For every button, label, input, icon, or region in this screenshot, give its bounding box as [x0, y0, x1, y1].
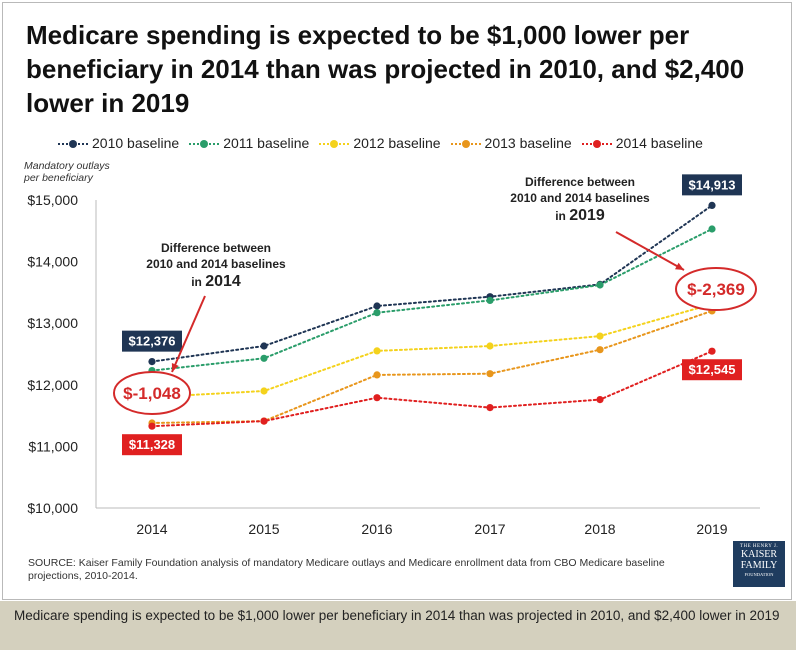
data-point-2013-baseline: [373, 371, 381, 379]
chart-title: Medicare spending is expected to be $1,0…: [26, 20, 745, 118]
annotation-arrowhead: [675, 262, 684, 270]
x-tick-label: 2016: [361, 521, 392, 537]
data-label-box: [122, 330, 182, 352]
data-point-2010-baseline: [373, 302, 381, 310]
legend-item-2011-baseline: 2011 baseline: [189, 135, 309, 151]
data-point-2012-baseline: [260, 387, 268, 395]
annotation-text: Difference between: [161, 241, 271, 255]
data-label: $11,328: [122, 434, 182, 456]
data-point-2011-baseline: [708, 225, 716, 233]
logo-line-1: THE HENRY J.: [739, 544, 779, 549]
annotation-year-line: in 2019: [555, 207, 605, 224]
data-label-text: $12,376: [129, 334, 176, 349]
data-point-2010-baseline: [148, 358, 156, 366]
data-point-2011-baseline: [486, 296, 494, 304]
legend-label: 2011 baseline: [223, 135, 310, 151]
x-tick-label: 2017: [474, 521, 505, 537]
line-chart: $10,000 $11,000 $12,000 $13,000 $14,000 $15,0…: [27, 174, 760, 537]
legend-marker: [58, 139, 88, 149]
annotation-arrowhead: [171, 363, 179, 372]
legend-marker: [450, 139, 481, 149]
annotation-arrow: [171, 295, 206, 373]
data-label: $12,376: [122, 330, 182, 352]
annotation-arrow: [615, 231, 685, 271]
y-axis-title: Mandatory outlays per beneficiary: [24, 160, 110, 184]
legend-marker: [581, 139, 612, 149]
logo-line-4: FOUNDATION: [744, 572, 774, 577]
annotation-value: $-2,369: [687, 280, 745, 299]
chart-frame: [2, 2, 792, 600]
annotation-text: 2010 and 2014 baselines: [146, 257, 286, 271]
data-point-2014-baseline: [596, 396, 604, 404]
series-line-2010-baseline: [151, 204, 713, 363]
data-point-2012-baseline: [373, 347, 381, 355]
data-label-box: [682, 359, 742, 381]
y-tick-label: $13,000: [27, 315, 78, 331]
x-tick-label: 2014: [136, 521, 167, 537]
y-tick-label: $15,000: [27, 192, 78, 208]
data-point-2012-baseline: [596, 332, 604, 340]
source-note: SOURCE: Kaiser Family Foundation analysi…: [28, 557, 665, 582]
annotation-text: 2010 and 2014 baselines: [510, 191, 650, 205]
data-point-2013-baseline: [486, 370, 494, 378]
data-point-2014-baseline: [373, 394, 381, 402]
data-label: $14,913: [682, 174, 742, 196]
data-point-2014-baseline: [708, 347, 716, 355]
data-point-2011-baseline: [596, 281, 604, 289]
legend-label: 2013 baseline: [484, 135, 572, 151]
x-tick-label: 2018: [584, 521, 615, 537]
kff-logo: THE HENRY J. KAISER FAMILY FOUNDATION: [733, 541, 785, 587]
legend-label: 2014 baseline: [615, 135, 703, 151]
annotation-value: $-1,048: [123, 384, 181, 403]
data-label-text: $11,328: [129, 437, 175, 452]
legend-item-2012-baseline: 2012 baseline: [319, 135, 441, 151]
data-point-2010-baseline: [260, 342, 268, 350]
data-label-box: [122, 434, 182, 456]
series-line-2012-baseline: [151, 303, 713, 399]
data-point-2012-baseline: [486, 342, 494, 350]
y-tick-label: $11,000: [28, 438, 78, 454]
legend-item-2013-baseline: 2013 baseline: [450, 135, 572, 151]
data-label-text: $14,913: [689, 177, 736, 192]
annotation-ellipse: [113, 371, 191, 415]
data-label-text: $12,545: [689, 362, 736, 377]
legend-label: 2010 baseline: [92, 135, 180, 151]
legend-item-2010-baseline: 2010 baseline: [58, 135, 179, 151]
data-label-box: [682, 174, 742, 196]
y-axis-title-line-1: Mandatory outlays: [24, 160, 110, 172]
data-point-2010-baseline: [708, 201, 716, 209]
series-line-2014-baseline: [151, 350, 713, 428]
series-line-2013-baseline: [151, 309, 713, 424]
data-point-2011-baseline: [260, 354, 268, 362]
logo-line-2: KAISER: [740, 549, 778, 560]
legend-item-2014-baseline: 2014 baseline: [581, 135, 703, 151]
data-point-2011-baseline: [373, 309, 381, 317]
legend-label: 2012 baseline: [353, 135, 441, 151]
annotation-2019: Difference between 2010 and 2014 baseline…: [510, 175, 757, 311]
annotation-ellipse: [675, 267, 757, 311]
legend-marker: [319, 139, 350, 149]
data-point-2014-baseline: [260, 417, 268, 425]
data-point-2014-baseline: [486, 404, 494, 412]
annotation-2014: Difference between 2010 and 2014 baseline…: [113, 241, 286, 415]
caption-bar: Medicare spending is expected to be $1,0…: [0, 601, 796, 650]
logo-line-3: FAMILY: [740, 560, 778, 571]
chart-legend: 2010 baseline 2011 baseline 2012 baseline 2…: [58, 135, 713, 151]
y-tick-label: $10,000: [27, 500, 78, 516]
data-point-2013-baseline: [596, 346, 604, 354]
series-line-2011-baseline: [151, 228, 713, 372]
x-tick-label: 2015: [248, 521, 279, 537]
x-tick-label: 2019: [696, 521, 727, 537]
annotation-text: Difference between: [525, 175, 635, 189]
data-point-2014-baseline: [148, 422, 156, 430]
data-label: $12,545: [682, 359, 742, 381]
y-tick-label: $12,000: [27, 377, 78, 393]
legend-marker: [189, 139, 220, 149]
y-tick-label: $14,000: [27, 254, 78, 270]
y-axis-title-line-2: per beneficiary: [24, 172, 93, 184]
annotation-year-line: in 2014: [191, 273, 241, 290]
